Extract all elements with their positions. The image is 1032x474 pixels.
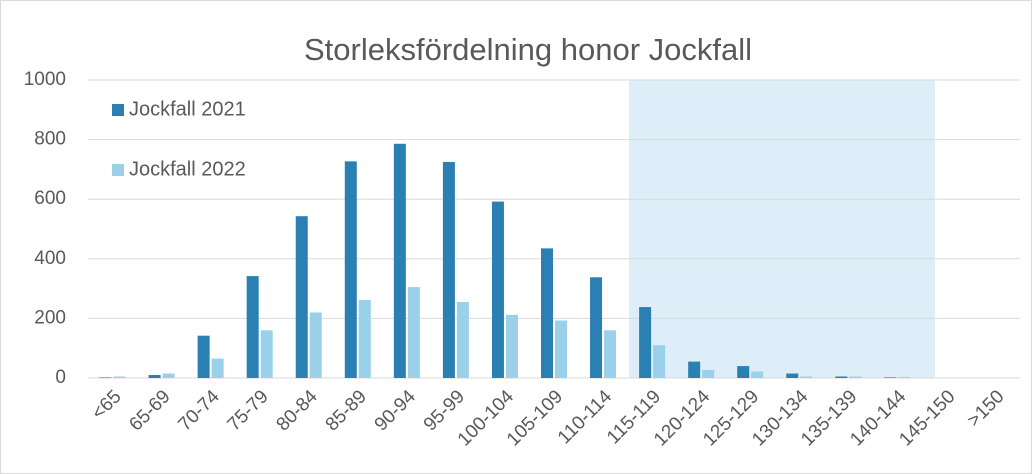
- x-tick-label: >150: [963, 386, 1008, 431]
- highlight-band: [629, 80, 935, 378]
- bar: [541, 248, 553, 378]
- bar: [197, 335, 210, 378]
- bar: [800, 376, 813, 378]
- y-tick-label: 800: [34, 129, 66, 150]
- bar: [344, 161, 357, 378]
- bar: [442, 161, 455, 378]
- bar: [505, 314, 518, 378]
- bar: [884, 377, 897, 378]
- x-tick-label: 110-114: [554, 386, 616, 448]
- bar: [835, 376, 848, 378]
- x-tick-label: 65-69: [125, 386, 174, 435]
- bar: [688, 361, 701, 378]
- grid: [88, 79, 1020, 379]
- y-tick-label: 0: [55, 367, 66, 388]
- bar: [309, 312, 322, 378]
- x-tick-label: 90-94: [371, 386, 421, 436]
- x-tick-label: 75-79: [224, 386, 273, 435]
- bar: [295, 216, 308, 378]
- bar: [849, 376, 862, 378]
- bar: [604, 330, 617, 378]
- bar: [211, 358, 224, 378]
- bar: [639, 307, 652, 378]
- bar: [751, 371, 764, 378]
- bar: [702, 369, 715, 378]
- legend-label: Jockfall 2022: [129, 158, 246, 180]
- bar: [407, 287, 420, 378]
- bar: [786, 373, 799, 378]
- bar: [358, 299, 371, 378]
- bar: [113, 376, 126, 378]
- bar: [737, 366, 750, 378]
- x-tick-label: 80-84: [273, 386, 323, 436]
- bar: [393, 143, 406, 378]
- chart-title: Storleksfördelning honor Jockfall: [304, 32, 752, 67]
- legend-marker: [112, 104, 124, 116]
- x-tick-label: 85-89: [322, 386, 371, 435]
- bar: [555, 320, 567, 378]
- bar: [491, 201, 504, 378]
- bar: [148, 375, 161, 378]
- bar: [456, 302, 469, 378]
- y-tick-label: 600: [34, 188, 66, 209]
- x-tick-label: 70-74: [174, 386, 224, 436]
- y-tick-label: 1000: [24, 69, 66, 90]
- bar: [898, 377, 911, 378]
- bar: [260, 330, 273, 378]
- bar: [590, 277, 603, 378]
- x-tick-label: <65: [88, 386, 126, 424]
- bars: [99, 143, 911, 378]
- legend-marker: [112, 164, 124, 176]
- legend-label: Jockfall 2021: [129, 98, 246, 120]
- y-tick-label: 400: [34, 248, 66, 269]
- bar: [653, 345, 666, 378]
- bar: [99, 377, 112, 378]
- y-tick-label: 200: [34, 307, 66, 328]
- bar: [162, 373, 175, 378]
- bar: [246, 276, 259, 378]
